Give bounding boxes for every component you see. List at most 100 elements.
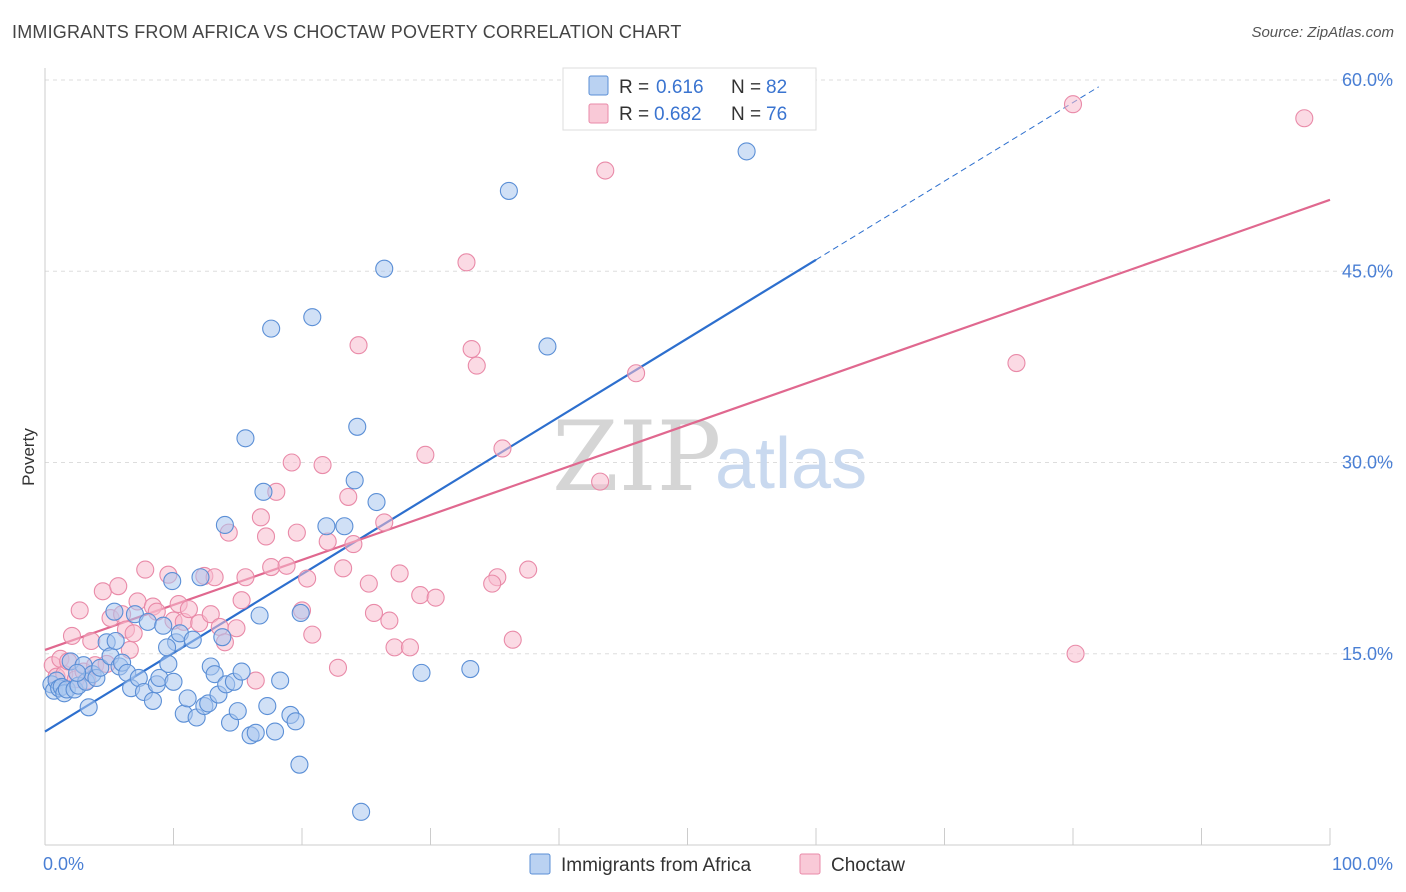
point-africa: [232, 662, 251, 681]
bottom-legend-swatch-choctaw: [799, 853, 821, 875]
point-africa: [412, 663, 431, 682]
legend-n-value-choctaw: 76: [766, 104, 787, 125]
point-choctaw: [385, 638, 404, 657]
bottom-legend: Immigrants from Africa Choctaw: [529, 853, 905, 876]
point-choctaw: [256, 527, 276, 546]
point-africa: [154, 616, 173, 635]
point-africa: [105, 602, 124, 621]
point-choctaw: [380, 611, 399, 630]
point-choctaw: [318, 532, 337, 551]
point-africa: [158, 638, 177, 657]
point-africa: [68, 663, 87, 682]
point-choctaw: [201, 605, 220, 624]
point-choctaw: [262, 557, 281, 577]
watermark-zip: ZIP: [552, 401, 721, 513]
legend-swatch-africa: [588, 75, 609, 96]
legend-n-value-africa: 82: [766, 77, 787, 98]
point-africa: [205, 665, 224, 684]
point-africa: [461, 659, 480, 679]
point-africa: [303, 308, 322, 327]
point-choctaw: [411, 586, 430, 605]
point-africa: [159, 654, 178, 674]
point-africa: [236, 429, 255, 448]
point-africa: [163, 572, 182, 591]
y-axis-label: Poverty: [19, 428, 38, 486]
point-africa: [352, 802, 371, 821]
point-africa: [317, 517, 336, 536]
point-choctaw: [236, 568, 255, 587]
point-africa: [143, 691, 162, 710]
point-choctaw: [462, 339, 481, 359]
legend-swatch-choctaw: [588, 103, 609, 124]
bottom-legend-label-africa: Immigrants from Africa: [561, 855, 751, 876]
y-tick-label: 30.0%: [1342, 453, 1393, 473]
point-choctaw: [1063, 95, 1083, 114]
point-africa: [290, 755, 309, 774]
point-choctaw: [503, 630, 522, 649]
point-africa: [246, 723, 265, 742]
y-tick-label: 45.0%: [1342, 261, 1393, 281]
point-choctaw: [483, 574, 502, 593]
point-choctaw: [246, 671, 265, 690]
x-tick-label-min: 0.0%: [43, 854, 84, 874]
point-choctaw: [400, 638, 419, 657]
point-choctaw: [390, 564, 409, 583]
legend-r-value-africa: 0.616: [656, 77, 704, 98]
point-africa: [348, 417, 367, 436]
y-tick-label: 60.0%: [1342, 70, 1393, 90]
point-choctaw: [493, 439, 512, 458]
legend-n-label-choctaw: N =: [731, 104, 761, 125]
watermark-atlas: atlas: [715, 424, 867, 504]
point-choctaw: [109, 577, 128, 596]
legend-r-value-choctaw: 0.682: [654, 104, 702, 125]
point-choctaw: [282, 453, 301, 472]
point-africa: [345, 471, 364, 490]
point-africa: [499, 181, 518, 200]
y-tick-labels: 15.0% 30.0% 45.0% 60.0%: [1342, 70, 1393, 664]
point-africa: [91, 658, 110, 677]
legend-r-label-choctaw: R =: [619, 104, 649, 125]
point-choctaw: [179, 600, 198, 619]
x-ticks: [44, 828, 1331, 845]
point-africa: [538, 337, 557, 356]
point-choctaw: [334, 559, 353, 578]
chart-title: IMMIGRANTS FROM AFRICA VS CHOCTAW POVERT…: [12, 22, 682, 42]
x-tick-label-max: 100.0%: [1332, 854, 1393, 874]
point-africa: [191, 568, 210, 587]
grid-lines: [45, 79, 1393, 655]
point-africa: [291, 603, 310, 623]
point-choctaw: [519, 560, 538, 579]
point-choctaw: [328, 658, 348, 677]
point-choctaw: [349, 336, 368, 355]
point-choctaw: [364, 603, 384, 623]
point-africa: [286, 712, 305, 731]
point-choctaw: [375, 513, 394, 532]
point-africa: [178, 689, 197, 708]
point-choctaw: [298, 569, 317, 588]
point-africa: [335, 517, 354, 536]
point-choctaw: [277, 556, 296, 575]
point-choctaw: [596, 161, 615, 180]
point-africa: [375, 259, 394, 278]
point-africa: [79, 698, 98, 717]
point-choctaw: [467, 356, 486, 375]
point-choctaw: [457, 253, 476, 272]
point-choctaw: [124, 624, 143, 643]
point-choctaw: [416, 445, 435, 464]
point-choctaw: [591, 472, 610, 491]
point-choctaw: [93, 582, 112, 601]
point-africa: [265, 722, 285, 741]
point-choctaw: [251, 508, 270, 527]
point-choctaw: [287, 523, 306, 542]
point-africa: [138, 612, 157, 631]
trend-line-extension: [815, 86, 1099, 261]
watermark: ZIP atlas: [552, 401, 867, 513]
legend-box: R = 0.616 N = 82 R = 0.682 N = 76: [562, 67, 817, 131]
point-choctaw: [627, 364, 646, 383]
point-choctaw: [82, 631, 101, 651]
point-africa: [262, 319, 281, 338]
point-africa: [271, 671, 290, 690]
legend-n-label-africa: N =: [731, 77, 761, 98]
point-choctaw: [359, 574, 378, 593]
trend-line: [44, 198, 1331, 651]
